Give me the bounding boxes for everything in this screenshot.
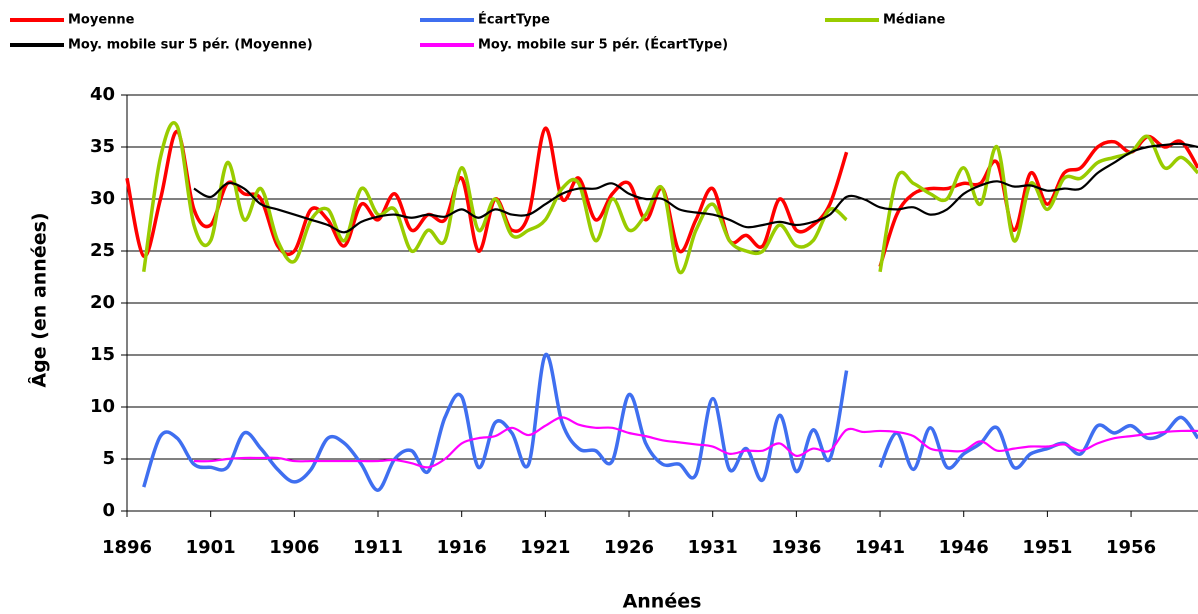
x-tick-label: 1926 <box>604 537 654 558</box>
y-tick-label: 0 <box>102 500 115 521</box>
series-line <box>193 142 1198 234</box>
x-tick-label: 1951 <box>1022 537 1072 558</box>
series-line <box>142 121 848 275</box>
x-tick-label: 1931 <box>688 537 738 558</box>
series-line <box>878 415 1198 472</box>
x-tick-label: 1956 <box>1106 537 1156 558</box>
x-tick-label: 1906 <box>269 537 319 558</box>
series-line <box>878 134 1198 268</box>
x-tick-label: 1911 <box>353 537 403 558</box>
x-tick-label: 1916 <box>437 537 487 558</box>
y-tick-label: 40 <box>90 84 115 105</box>
x-axis-title: Années <box>623 591 702 613</box>
legend-label: ÉcartType <box>478 12 550 28</box>
y-tick-label: 15 <box>90 344 115 365</box>
series-line <box>142 353 849 492</box>
y-tick-label: 5 <box>102 448 115 469</box>
x-tick-label: 1901 <box>186 537 236 558</box>
x-tick-label: 1936 <box>771 537 821 558</box>
x-tick-label: 1896 <box>102 537 152 558</box>
series-line <box>193 416 1198 469</box>
y-tick-label: 35 <box>90 136 115 157</box>
y-tick-label: 10 <box>90 396 115 417</box>
legend-label: Moy. mobile sur 5 pér. (ÉcartType) <box>478 37 728 53</box>
y-tick-label: 20 <box>90 292 115 313</box>
x-tick-label: 1946 <box>939 537 989 558</box>
legend-label: Médiane <box>883 13 946 28</box>
y-tick-label: 25 <box>90 240 115 261</box>
x-tick-label: 1941 <box>855 537 905 558</box>
y-tick-label: 30 <box>90 188 115 209</box>
series-line <box>878 134 1198 273</box>
x-tick-label: 1921 <box>520 537 570 558</box>
legend-label: Moy. mobile sur 5 pér. (Moyenne) <box>68 38 313 53</box>
legend-label: Moyenne <box>68 13 135 28</box>
y-axis-title: Âge (en années) <box>28 212 51 387</box>
